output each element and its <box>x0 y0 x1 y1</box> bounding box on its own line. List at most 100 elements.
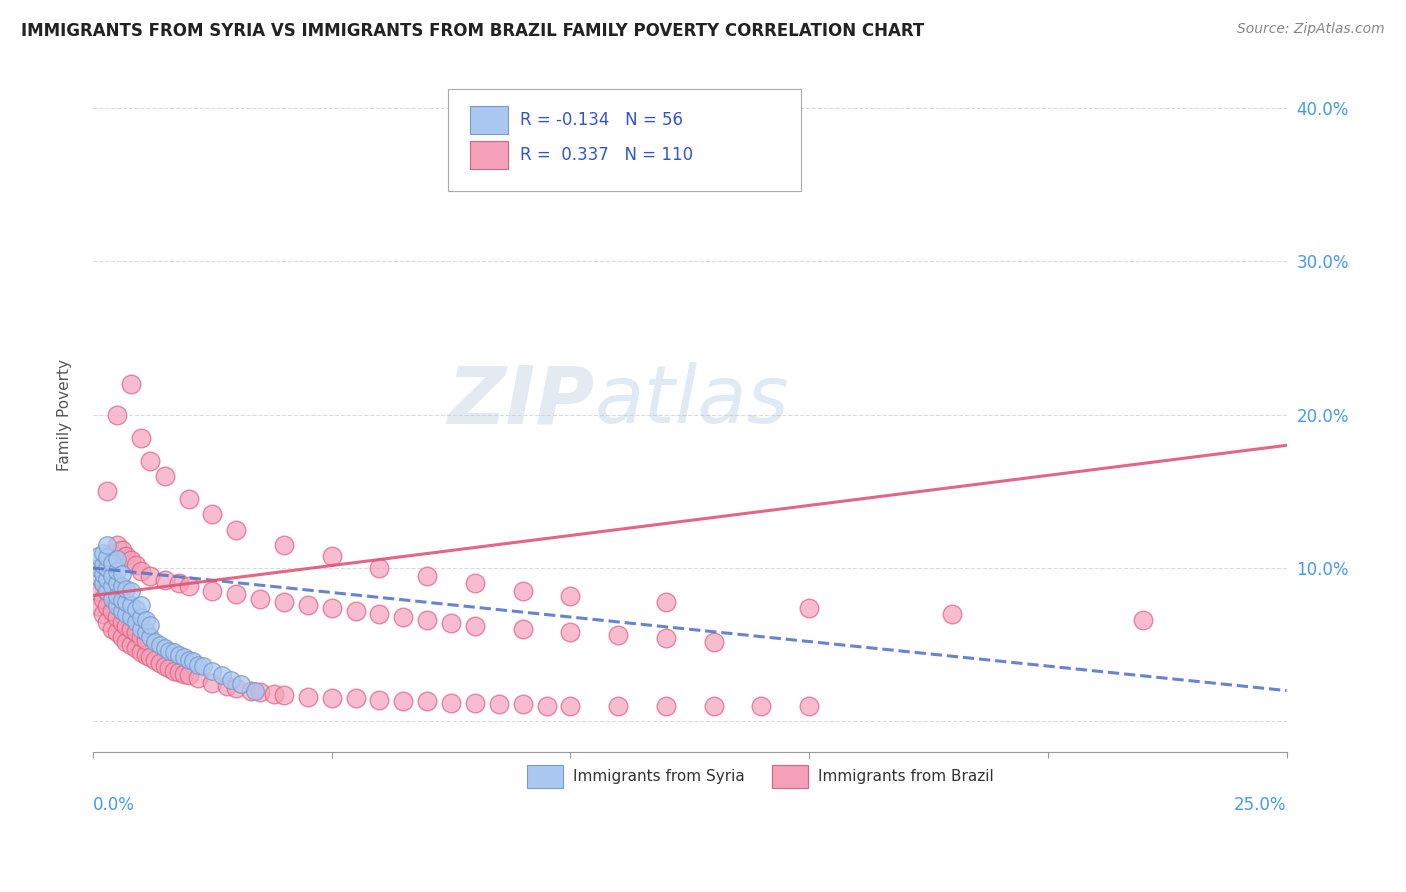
FancyBboxPatch shape <box>772 764 808 788</box>
Point <box>368 561 391 575</box>
Point <box>273 688 295 702</box>
Text: R = -0.134   N = 56: R = -0.134 N = 56 <box>520 111 683 129</box>
Point <box>115 582 138 597</box>
Point <box>139 649 162 664</box>
Point <box>139 617 162 632</box>
Point <box>607 698 630 713</box>
Point <box>157 644 180 658</box>
Point <box>149 656 172 670</box>
Point <box>191 659 214 673</box>
Point <box>101 622 124 636</box>
Point <box>799 698 821 713</box>
Point <box>105 564 128 578</box>
Point <box>135 625 157 640</box>
Point <box>163 645 186 659</box>
Point <box>153 640 176 655</box>
Point <box>115 634 138 648</box>
Point <box>440 616 463 631</box>
Point <box>91 576 114 591</box>
Point <box>273 595 295 609</box>
Point <box>120 598 142 612</box>
Point <box>101 546 124 560</box>
Point <box>101 557 124 571</box>
Point <box>344 691 367 706</box>
Point <box>111 630 134 644</box>
Point <box>211 668 233 682</box>
Point <box>153 573 176 587</box>
Point <box>96 572 118 586</box>
Point <box>239 683 262 698</box>
Point <box>321 549 343 563</box>
Point <box>101 587 124 601</box>
Text: Immigrants from Syria: Immigrants from Syria <box>572 769 745 784</box>
Point <box>655 595 678 609</box>
Point <box>297 598 319 612</box>
Point <box>96 561 118 575</box>
Point <box>101 579 124 593</box>
Point <box>536 698 558 713</box>
Point <box>464 619 486 633</box>
Point <box>273 538 295 552</box>
Point <box>321 691 343 706</box>
Point <box>129 431 152 445</box>
Text: ZIP: ZIP <box>447 362 595 440</box>
Point <box>392 694 415 708</box>
Point <box>225 587 247 601</box>
Point <box>120 553 142 567</box>
Point <box>129 645 152 659</box>
Point <box>125 615 148 629</box>
Text: 0.0%: 0.0% <box>93 796 135 814</box>
Point <box>120 622 142 636</box>
Point <box>115 595 138 609</box>
Point <box>91 607 114 621</box>
Point <box>135 633 157 648</box>
Point <box>91 567 114 582</box>
Point <box>139 453 162 467</box>
Point <box>941 607 963 621</box>
Point <box>181 655 204 669</box>
Point <box>440 696 463 710</box>
Point <box>129 564 152 578</box>
Point <box>703 634 725 648</box>
Point <box>91 591 114 606</box>
Point <box>129 630 152 644</box>
Point <box>416 613 439 627</box>
Point <box>111 567 134 582</box>
Point <box>215 679 238 693</box>
Point <box>125 558 148 572</box>
Point <box>177 491 200 506</box>
Point <box>120 377 142 392</box>
Point <box>167 576 190 591</box>
Point <box>1132 613 1154 627</box>
Point <box>249 685 271 699</box>
Point <box>111 615 134 629</box>
Point <box>105 551 128 566</box>
Point <box>96 615 118 629</box>
Point <box>129 598 152 612</box>
Point <box>105 599 128 614</box>
Point <box>368 693 391 707</box>
Point <box>96 550 118 565</box>
Point <box>177 579 200 593</box>
Point <box>416 568 439 582</box>
Point <box>177 668 200 682</box>
Point <box>149 638 172 652</box>
Point <box>105 538 128 552</box>
Point <box>607 628 630 642</box>
Point <box>129 610 152 624</box>
Point <box>153 659 176 673</box>
Point <box>139 568 162 582</box>
Point <box>115 549 138 563</box>
Point <box>201 508 224 522</box>
Point <box>560 625 582 640</box>
Point <box>115 619 138 633</box>
Point <box>105 595 128 609</box>
Text: R =  0.337   N = 110: R = 0.337 N = 110 <box>520 146 693 164</box>
Point <box>201 584 224 599</box>
Point <box>177 653 200 667</box>
Point <box>120 610 142 624</box>
Point <box>512 622 534 636</box>
FancyBboxPatch shape <box>470 141 509 169</box>
Text: Source: ZipAtlas.com: Source: ZipAtlas.com <box>1237 22 1385 37</box>
Y-axis label: Family Poverty: Family Poverty <box>58 359 72 471</box>
